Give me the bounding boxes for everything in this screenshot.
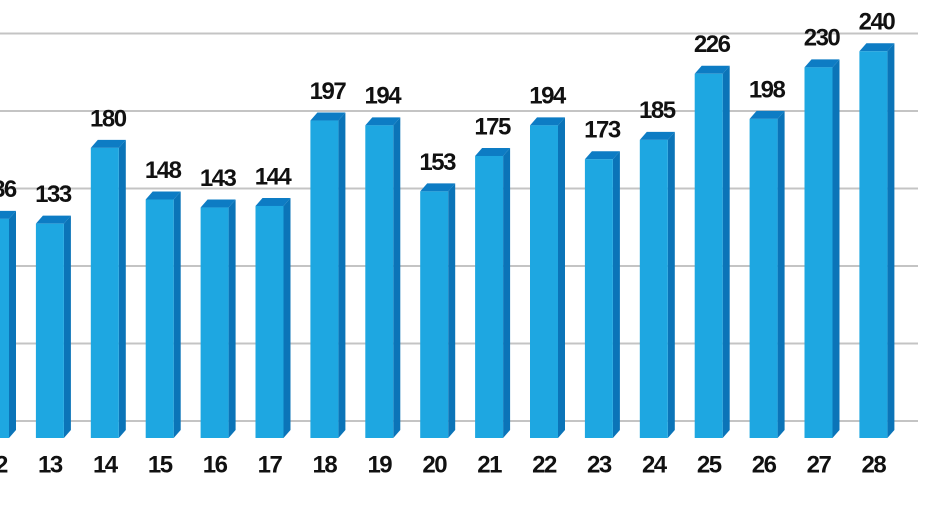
bar-side	[118, 139, 126, 438]
bar	[530, 125, 558, 438]
bar-side	[228, 199, 236, 438]
bar	[420, 191, 449, 438]
value-label: 136	[0, 176, 17, 203]
x-tick-label: 15	[148, 451, 173, 478]
value-label: 194	[365, 83, 403, 110]
bar	[749, 118, 778, 439]
bar-top	[584, 151, 620, 160]
bar-top	[145, 191, 181, 200]
bar-side	[722, 65, 730, 439]
x-tick-label: 23	[587, 451, 612, 478]
bar-side	[9, 210, 16, 438]
bar-top	[530, 117, 565, 126]
value-label: 240	[859, 9, 896, 36]
bar	[0, 218, 9, 438]
bar-top	[365, 117, 401, 126]
bar	[475, 155, 504, 438]
value-label: 148	[145, 157, 182, 184]
x-tick-label: 19	[367, 451, 392, 478]
bar-top	[255, 197, 291, 206]
bar	[90, 147, 119, 438]
x-tick-label: 28	[862, 451, 887, 478]
bar-side	[667, 131, 675, 438]
bar	[365, 125, 394, 438]
x-tick-label: 17	[258, 451, 283, 478]
bar	[255, 205, 284, 438]
bar	[859, 51, 888, 438]
x-tick-label: 18	[313, 451, 338, 478]
bar-top	[0, 210, 16, 219]
bar-top	[859, 43, 895, 52]
bar-side	[887, 43, 895, 438]
bar-top	[35, 215, 71, 224]
bar-top	[420, 183, 456, 192]
x-tick-label: 26	[752, 451, 777, 478]
x-tick-label: 14	[93, 451, 119, 478]
x-tick-label: 25	[697, 451, 722, 478]
bar	[35, 223, 64, 438]
bar-side	[832, 59, 840, 438]
bar-top	[639, 131, 675, 140]
bar-side	[338, 112, 346, 439]
x-tick-label: 21	[477, 451, 502, 478]
bar	[584, 159, 613, 438]
bar	[145, 199, 174, 438]
value-label: 230	[804, 25, 841, 52]
value-label: 185	[639, 97, 676, 124]
value-label: 180	[90, 105, 127, 132]
x-tick-label: 24	[642, 451, 668, 478]
value-label: 143	[200, 165, 237, 192]
value-label: 153	[419, 149, 456, 176]
value-label: 194	[529, 83, 567, 110]
bar-side	[283, 197, 291, 438]
value-label: 198	[749, 76, 786, 103]
bar-top	[804, 59, 840, 68]
bar-top	[749, 110, 785, 119]
x-tick-label: 27	[807, 451, 832, 478]
x-tick-label: 16	[203, 451, 228, 478]
bar	[804, 67, 833, 438]
bar-top	[694, 65, 730, 74]
bar	[639, 139, 668, 438]
bar-side	[612, 151, 620, 438]
value-label: 173	[584, 117, 621, 144]
bar-top	[90, 139, 126, 148]
bar	[200, 207, 229, 438]
value-label: 133	[35, 181, 72, 208]
bar-side	[63, 215, 71, 438]
x-tick-label: 12	[0, 451, 8, 478]
bar-side	[503, 147, 511, 438]
x-tick-label: 13	[38, 451, 63, 478]
bar	[310, 120, 339, 439]
x-tick-label: 22	[532, 451, 557, 478]
bar-top	[310, 112, 346, 121]
value-label: 226	[694, 31, 731, 58]
x-tick-label: 20	[422, 451, 447, 478]
bar-top	[475, 147, 511, 156]
value-label: 144	[255, 163, 293, 190]
bar-side	[448, 183, 456, 438]
value-label: 175	[474, 113, 511, 140]
bar	[694, 73, 723, 439]
bar-side	[173, 191, 181, 438]
bar-side	[393, 117, 401, 438]
value-label: 197	[310, 78, 347, 105]
bar-side	[777, 110, 785, 439]
bar-side	[558, 117, 565, 438]
bar-top	[200, 199, 236, 208]
